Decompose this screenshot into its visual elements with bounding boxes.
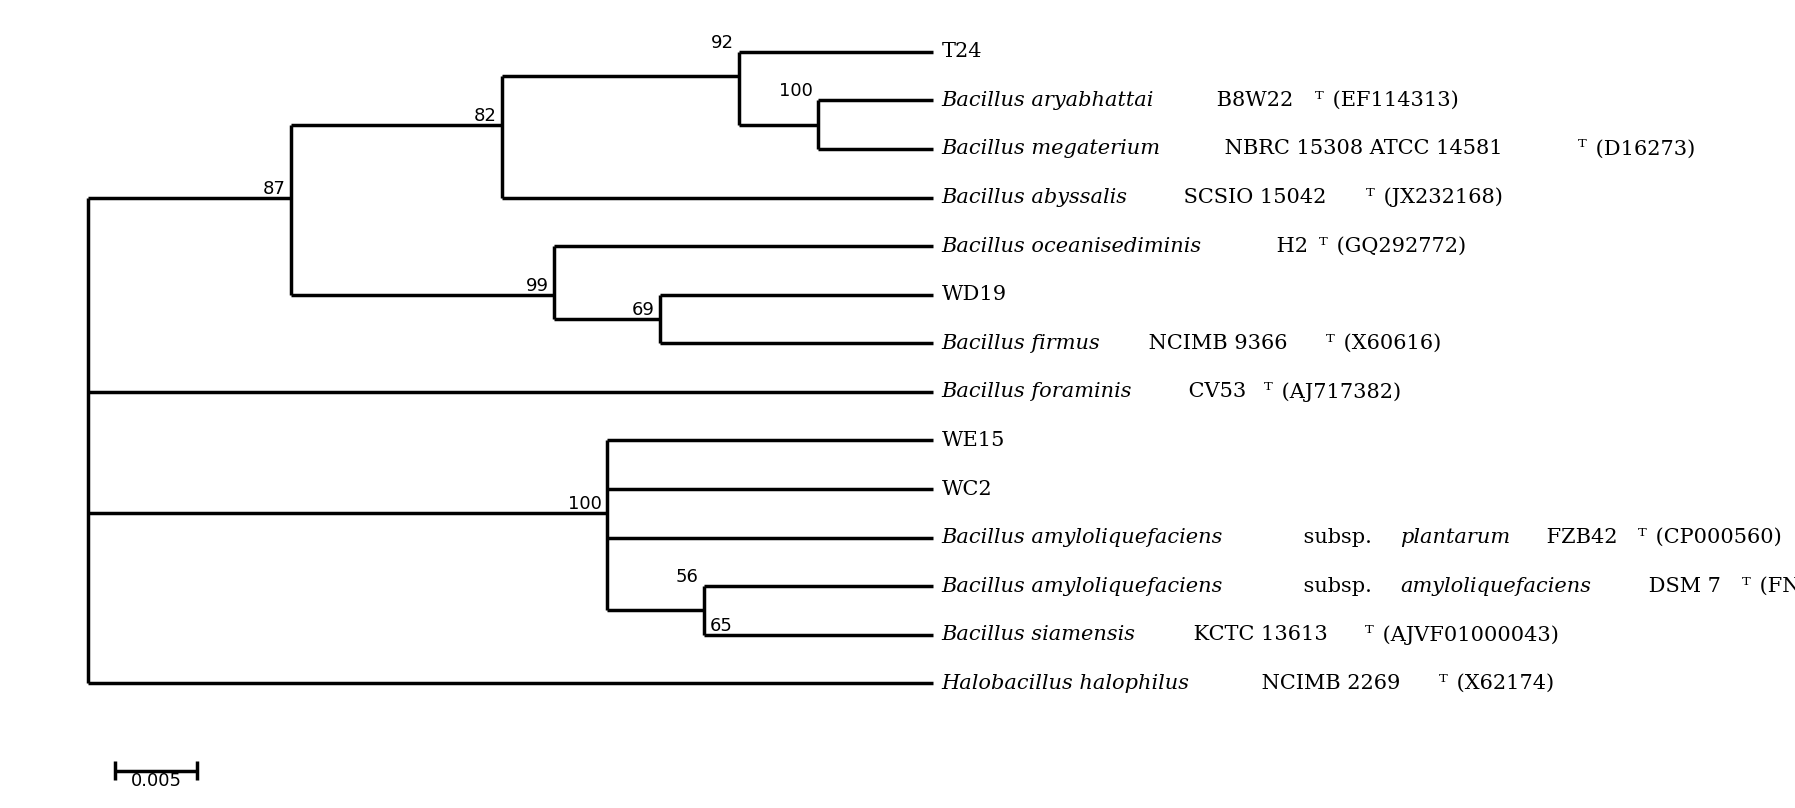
Text: Halobacillus halophilus: Halobacillus halophilus [942, 674, 1190, 692]
Text: FZB42: FZB42 [1540, 528, 1617, 547]
Text: 100: 100 [779, 82, 813, 100]
Text: NCIMB 9366: NCIMB 9366 [1142, 334, 1287, 353]
Text: (CP000560): (CP000560) [1648, 528, 1781, 547]
Text: WD19: WD19 [942, 285, 1007, 304]
Text: 99: 99 [526, 276, 549, 295]
Text: ᵀ: ᵀ [1316, 90, 1325, 110]
Text: 56: 56 [677, 568, 698, 586]
Text: DSM 7: DSM 7 [1642, 577, 1721, 595]
Text: amyloliquefaciens: amyloliquefaciens [1400, 577, 1592, 595]
Text: NCIMB 2269: NCIMB 2269 [1255, 674, 1400, 692]
Text: ᵀ: ᵀ [1741, 577, 1750, 595]
Text: (AJ717382): (AJ717382) [1274, 382, 1400, 402]
Text: 100: 100 [567, 495, 601, 513]
Text: ᵀ: ᵀ [1366, 188, 1375, 207]
Text: subsp.: subsp. [1298, 528, 1379, 547]
Text: 87: 87 [262, 179, 285, 197]
Text: (FN597644): (FN597644) [1752, 577, 1795, 595]
Text: Bacillus aryabhattai: Bacillus aryabhattai [942, 90, 1154, 110]
Text: SCSIO 15042: SCSIO 15042 [1178, 188, 1327, 207]
Text: KCTC 13613: KCTC 13613 [1186, 625, 1328, 644]
Text: Bacillus firmus: Bacillus firmus [942, 334, 1100, 353]
Text: Bacillus amyloliquefaciens: Bacillus amyloliquefaciens [942, 528, 1222, 547]
Text: subsp.: subsp. [1298, 577, 1379, 595]
Text: Bacillus foraminis: Bacillus foraminis [942, 382, 1133, 402]
Text: (D16273): (D16273) [1589, 140, 1696, 158]
Text: Bacillus oceanisediminis: Bacillus oceanisediminis [942, 237, 1201, 255]
Text: ᵀ: ᵀ [1319, 237, 1327, 255]
Text: (JX232168): (JX232168) [1377, 187, 1502, 208]
Text: ᵀ: ᵀ [1364, 625, 1373, 644]
Text: (AJVF01000043): (AJVF01000043) [1375, 625, 1558, 645]
Text: 92: 92 [711, 34, 734, 52]
Text: Bacillus abyssalis: Bacillus abyssalis [942, 188, 1127, 207]
Text: ᵀ: ᵀ [1264, 382, 1273, 402]
Text: ᵀ: ᵀ [1327, 334, 1335, 353]
Text: (X60616): (X60616) [1337, 334, 1441, 353]
Text: ᵀ: ᵀ [1578, 140, 1587, 158]
Text: (GQ292772): (GQ292772) [1330, 237, 1467, 255]
Text: 0.005: 0.005 [131, 772, 181, 790]
Text: ᵀ: ᵀ [1440, 674, 1447, 692]
Text: Bacillus megaterium: Bacillus megaterium [942, 140, 1161, 158]
Text: H2: H2 [1271, 237, 1309, 255]
Text: 82: 82 [474, 107, 497, 124]
Text: Bacillus siamensis: Bacillus siamensis [942, 625, 1136, 644]
Text: NBRC 15308 ATCC 14581: NBRC 15308 ATCC 14581 [1219, 140, 1502, 158]
Text: CV53: CV53 [1183, 382, 1246, 402]
Text: plantarum: plantarum [1400, 528, 1510, 547]
Text: WC2: WC2 [942, 479, 993, 499]
Text: T24: T24 [942, 42, 982, 61]
Text: (X62174): (X62174) [1450, 674, 1554, 692]
Text: ᵀ: ᵀ [1637, 528, 1646, 547]
Text: Bacillus amyloliquefaciens: Bacillus amyloliquefaciens [942, 577, 1222, 595]
Text: (EF114313): (EF114313) [1327, 90, 1459, 110]
Text: 65: 65 [709, 617, 732, 635]
Text: WE15: WE15 [942, 431, 1005, 450]
Text: B8W22: B8W22 [1210, 90, 1292, 110]
Text: 69: 69 [632, 301, 655, 319]
